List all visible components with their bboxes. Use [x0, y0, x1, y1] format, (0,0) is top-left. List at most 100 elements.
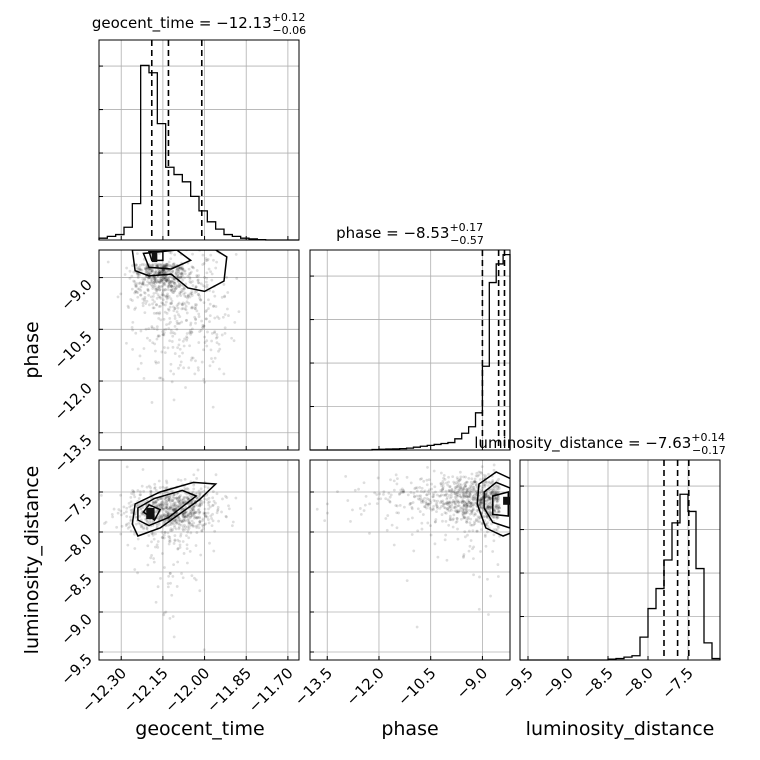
scatter-point [148, 272, 152, 276]
scatter-point [160, 270, 164, 273]
scatter-point [353, 488, 357, 492]
scatter-point [217, 342, 221, 346]
scatter-point [488, 496, 492, 500]
scatter-point [480, 506, 484, 510]
scatter-point [190, 508, 194, 512]
scatter-point [181, 540, 185, 543]
scatter-point [346, 499, 350, 502]
scatter-point [133, 495, 137, 499]
scatter-point [199, 329, 203, 332]
scatter-point [200, 529, 204, 532]
scatter-point [424, 500, 428, 503]
scatter-point [156, 335, 160, 339]
scatter-point [152, 306, 156, 310]
scatter-point [187, 301, 191, 305]
scatter-point [473, 480, 477, 484]
scatter-point [450, 493, 453, 497]
scatter-point [213, 356, 217, 360]
scatter-point [401, 490, 405, 494]
scatter-point [158, 270, 162, 274]
scatter-point [166, 510, 170, 514]
scatter-point [174, 506, 178, 510]
scatter-point [421, 499, 425, 503]
scatter-point [469, 484, 472, 488]
scatter-point [134, 263, 138, 267]
scatter-point [485, 514, 488, 518]
scatter-point [496, 507, 499, 510]
scatter-point [465, 506, 468, 510]
scatter-point [133, 568, 137, 571]
scatter-point [153, 277, 157, 281]
scatter-point [451, 518, 455, 522]
scatter-point [206, 330, 209, 334]
scatter-point [162, 263, 166, 267]
scatter-point [190, 305, 194, 309]
scatter-point [104, 520, 108, 524]
scatter-point [162, 277, 166, 281]
scatter-point [179, 294, 183, 297]
scatter-point [208, 320, 211, 324]
scatter-point [129, 298, 133, 301]
scatter-point [491, 490, 494, 494]
scatter-point [160, 301, 164, 305]
scatter-point [208, 314, 212, 318]
scatter-point [198, 494, 201, 498]
scatter-point [178, 499, 182, 503]
scatter-point [127, 306, 131, 310]
scatter-point [129, 529, 133, 533]
scatter-point [211, 512, 214, 516]
scatter-point [135, 284, 138, 288]
scatter-point [478, 520, 482, 524]
scatter-point [186, 496, 189, 500]
scatter-point [489, 491, 493, 495]
scatter-point [204, 522, 208, 526]
scatter-point [164, 490, 167, 494]
scatter-point [479, 498, 483, 502]
scatter-point [163, 269, 167, 273]
scatter-point [466, 515, 470, 519]
scatter-point [461, 491, 465, 495]
scatter-point [223, 294, 227, 298]
scatter-point [156, 280, 160, 284]
scatter-point [139, 288, 143, 292]
scatter-point [473, 477, 477, 481]
scatter-point [171, 279, 175, 283]
scatter-point [402, 505, 406, 509]
scatter-point [160, 285, 163, 289]
scatter-point [478, 499, 482, 502]
scatter-point [197, 312, 201, 316]
scatter-point [213, 331, 216, 335]
scatter-point [190, 506, 194, 510]
scatter-point [165, 278, 169, 282]
scatter-point [165, 262, 168, 266]
scatter-point [492, 496, 496, 500]
scatter-point [167, 498, 171, 502]
scatter-point [468, 512, 472, 516]
scatter-point [172, 508, 175, 512]
scatter-point [480, 490, 483, 494]
scatter-point [168, 495, 172, 498]
scatter-point [181, 498, 185, 502]
scatter-point [397, 493, 401, 496]
scatter-point [112, 507, 116, 511]
scatter-point [171, 508, 175, 512]
scatter-point [211, 405, 215, 409]
scatter-point [150, 281, 154, 285]
scatter-point [165, 485, 169, 489]
scatter-point [444, 481, 448, 485]
scatter-point [138, 263, 142, 267]
scatter-point [164, 514, 168, 518]
scatter-point [125, 522, 129, 526]
scatter-point [395, 511, 399, 515]
scatter-point [472, 497, 475, 500]
scatter-point [128, 525, 132, 529]
scatter-point [452, 500, 455, 504]
scatter-point [460, 501, 464, 504]
scatter-point [430, 487, 434, 491]
scatter-point [140, 525, 144, 529]
scatter-point [174, 496, 177, 500]
scatter-point [485, 495, 489, 499]
scatter-point [425, 497, 429, 501]
scatter-point [162, 491, 166, 494]
scatter-point [172, 496, 176, 500]
